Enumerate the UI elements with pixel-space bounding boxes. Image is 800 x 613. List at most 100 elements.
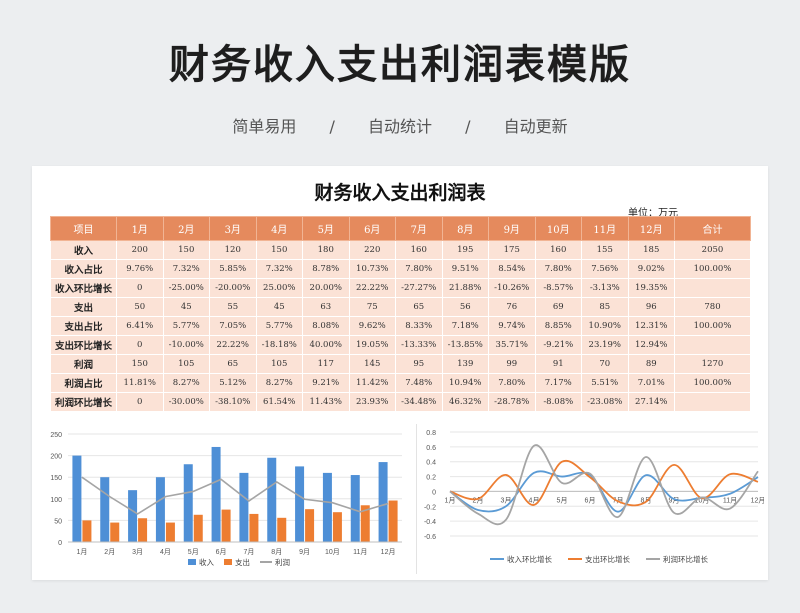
y-tick-label: 0.4 [426, 460, 436, 467]
value-cell: 0 [116, 278, 164, 298]
value-cell: 5.77% [162, 316, 210, 336]
value-cell: 9.02% [627, 259, 675, 279]
legend-swatch-expense [224, 559, 232, 565]
value-cell: 220 [348, 240, 396, 260]
value-cell: 9.62% [348, 316, 396, 336]
value-cell: 22.22% [348, 278, 396, 298]
value-cell: 61.54% [255, 392, 303, 412]
value-cell: 7.18% [441, 316, 489, 336]
x-tick-label: 5月 [557, 496, 568, 504]
x-tick-label: 6月 [216, 548, 227, 556]
row-label: 收入 [50, 240, 117, 260]
sheet-title: 财务收入支出利润表 [314, 182, 486, 204]
value-cell: 10.73% [348, 259, 396, 279]
bar-expense [332, 512, 342, 542]
bar-income [128, 490, 138, 542]
value-cell: 35.71% [488, 335, 536, 355]
value-cell: -38.10% [209, 392, 257, 412]
bar-income [155, 477, 165, 542]
y-tick-label: -0.4 [424, 519, 436, 526]
legend-expense-growth: 支出环比增长 [585, 554, 630, 564]
total-cell: 100.00% [674, 373, 751, 393]
value-cell: -10.00% [162, 335, 210, 355]
total-cell: 1270 [674, 354, 751, 374]
value-cell: 185 [627, 240, 675, 260]
value-cell: 70 [581, 354, 629, 374]
value-cell: 117 [302, 354, 350, 374]
value-cell: 21.88% [441, 278, 489, 298]
value-cell: 105 [162, 354, 210, 374]
value-cell: 150 [162, 240, 210, 260]
x-tick-label: 11月 [723, 496, 737, 504]
feature-easy: 简单易用 [232, 117, 297, 136]
page-title: 财务收入支出利润表模版 [169, 42, 631, 88]
x-tick-label: 12月 [751, 496, 764, 504]
x-tick-label: 8月 [641, 496, 652, 504]
y-tick-label: 150 [50, 475, 62, 482]
value-cell: 95 [395, 354, 443, 374]
x-tick-label: 4月 [160, 548, 171, 556]
value-cell: 45 [255, 297, 303, 317]
feature-tagline: 简单易用 / 自动统计 / 自动更新 [0, 113, 800, 137]
x-tick-label: 12月 [381, 548, 396, 556]
x-tick-label: 3月 [501, 496, 512, 504]
feature-auto-stats: 自动统计 [367, 117, 432, 136]
value-cell: 8.27% [255, 373, 303, 393]
value-cell: 27.14% [627, 392, 675, 412]
y-tick-label: 0.6 [426, 445, 436, 452]
value-cell: 23.19% [581, 335, 629, 355]
y-tick-label: 250 [50, 432, 62, 439]
value-cell: 195 [441, 240, 489, 260]
value-cell: 7.01% [627, 373, 675, 393]
x-tick-label: 5月 [188, 548, 199, 556]
value-cell: 9.21% [302, 373, 350, 393]
x-tick-label: 9月 [669, 496, 680, 504]
bar-expense [388, 500, 398, 542]
value-cell: 8.78% [302, 259, 350, 279]
y-tick-label: -0.2 [424, 504, 436, 511]
value-cell: 25.00% [255, 278, 303, 298]
total-cell: 780 [674, 297, 751, 317]
value-cell: -3.13% [581, 278, 629, 298]
value-cell: 12.94% [627, 335, 675, 355]
line-profit-growth [449, 444, 759, 526]
value-cell: 89 [627, 354, 675, 374]
value-cell: 23.93% [348, 392, 396, 412]
value-cell: -34.48% [395, 392, 443, 412]
value-cell: 20.00% [302, 278, 350, 298]
x-tick-label: 2月 [104, 548, 115, 556]
row-label: 支出环比增长 [50, 335, 117, 355]
row-label: 收入占比 [50, 259, 117, 279]
y-tick-label: 0.2 [426, 475, 436, 482]
total-cell: 100.00% [674, 259, 751, 279]
bar-income [322, 472, 332, 542]
value-cell: 160 [534, 240, 582, 260]
legend-profit-growth: 利润环比增长 [663, 554, 708, 564]
header-month: 3月 [209, 216, 257, 241]
table-row: 收入 200 150 120 150 180 220 160 195 175 160 155 185 20… [50, 240, 751, 260]
value-cell: 46.32% [441, 392, 489, 412]
feature-separator: / [329, 117, 335, 136]
row-label: 支出占比 [50, 316, 117, 336]
bar-expense [193, 514, 203, 542]
value-cell: 0 [116, 335, 164, 355]
value-cell: 8.27% [162, 373, 210, 393]
legend-swatch-income [188, 559, 196, 565]
value-cell: 7.05% [209, 316, 257, 336]
legend-profit: 利润 [275, 557, 290, 567]
value-cell: -30.00% [162, 392, 210, 412]
value-cell: 7.80% [534, 259, 582, 279]
value-cell: 12.31% [627, 316, 675, 336]
table-row: 支出 50 45 55 45 63 75 65 56 76 69 85 96 780 [50, 297, 751, 317]
header-month: 10月 [534, 216, 582, 241]
bar-expense [305, 509, 315, 542]
bar-expense [360, 505, 370, 542]
value-cell: 65 [395, 297, 443, 317]
legend-expense: 支出 [235, 557, 250, 567]
header-total: 合计 [674, 216, 751, 241]
value-cell: 9.51% [441, 259, 489, 279]
feature-auto-update: 自动更新 [503, 117, 568, 136]
value-cell: 19.05% [348, 335, 396, 355]
value-cell: -20.00% [209, 278, 257, 298]
y-tick-label: 100 [50, 497, 62, 504]
